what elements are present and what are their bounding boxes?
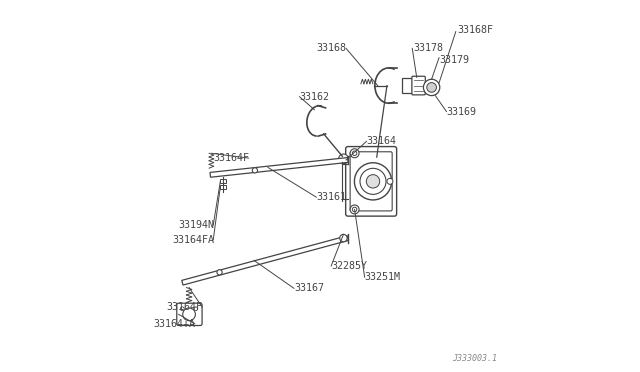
Text: 33179: 33179 bbox=[439, 55, 469, 64]
Text: 33167: 33167 bbox=[294, 283, 324, 293]
Circle shape bbox=[387, 179, 393, 185]
Bar bbox=[182, 236, 349, 285]
Text: 33164FA: 33164FA bbox=[172, 235, 214, 245]
Text: J333003.1: J333003.1 bbox=[452, 354, 497, 363]
Circle shape bbox=[360, 168, 386, 195]
Bar bbox=[402, 78, 412, 93]
Text: 33168: 33168 bbox=[316, 44, 346, 53]
Text: 33194N: 33194N bbox=[178, 220, 214, 230]
FancyBboxPatch shape bbox=[346, 147, 397, 216]
Circle shape bbox=[353, 207, 357, 212]
Circle shape bbox=[353, 151, 357, 155]
Circle shape bbox=[252, 168, 257, 173]
Bar bbox=[220, 179, 227, 183]
Bar bbox=[220, 185, 227, 189]
Text: 33164F: 33164F bbox=[167, 302, 203, 312]
Circle shape bbox=[427, 83, 436, 92]
Text: 33164+A: 33164+A bbox=[154, 319, 195, 328]
FancyBboxPatch shape bbox=[177, 303, 202, 326]
Text: 33164F: 33164F bbox=[213, 153, 250, 163]
Circle shape bbox=[217, 270, 222, 275]
Circle shape bbox=[340, 234, 347, 242]
Bar bbox=[210, 158, 348, 177]
Circle shape bbox=[183, 308, 195, 321]
FancyBboxPatch shape bbox=[412, 76, 425, 95]
Circle shape bbox=[424, 79, 440, 96]
Circle shape bbox=[350, 205, 359, 214]
Text: 33251M: 33251M bbox=[365, 272, 401, 282]
Text: 33168F: 33168F bbox=[458, 25, 493, 35]
Text: 33162: 33162 bbox=[300, 92, 330, 102]
Circle shape bbox=[350, 149, 359, 158]
Circle shape bbox=[366, 174, 380, 188]
Text: 33161: 33161 bbox=[316, 192, 346, 202]
FancyBboxPatch shape bbox=[350, 152, 392, 211]
Circle shape bbox=[339, 154, 348, 164]
Circle shape bbox=[194, 307, 198, 311]
Text: 33169: 33169 bbox=[447, 107, 476, 116]
Text: 33164: 33164 bbox=[367, 137, 397, 146]
Circle shape bbox=[355, 163, 392, 200]
Text: 32285Y: 32285Y bbox=[331, 261, 367, 271]
Text: 33178: 33178 bbox=[413, 44, 443, 53]
Circle shape bbox=[180, 307, 184, 311]
